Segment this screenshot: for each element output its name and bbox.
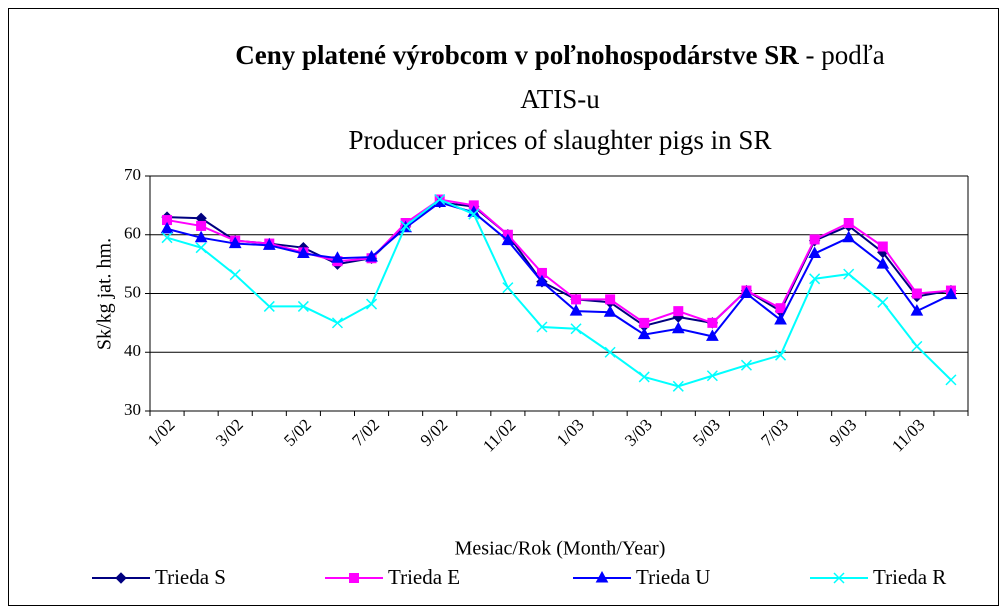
point-marker (536, 321, 548, 333)
point-marker (775, 349, 787, 361)
point-marker (603, 305, 617, 317)
point-marker (196, 220, 207, 231)
title-suffix: - podľa (806, 40, 885, 70)
point-marker (501, 233, 515, 246)
point-marker (638, 371, 650, 383)
point-marker (876, 257, 890, 269)
point-marker (706, 329, 719, 341)
point-marker (775, 303, 786, 314)
legend-label: Trieda R (873, 565, 946, 589)
point-marker (637, 327, 651, 340)
point-marker (604, 346, 616, 358)
y-tick-label: 30 (124, 400, 141, 419)
y-tick-label: 50 (124, 282, 141, 301)
point-marker (808, 246, 821, 259)
point-marker (366, 298, 378, 310)
series-line (167, 201, 952, 327)
point-marker (945, 374, 957, 386)
point-marker (195, 242, 207, 254)
point-marker (707, 317, 718, 328)
title-line2: ATIS-u (520, 84, 600, 114)
legend-label: Trieda U (636, 565, 710, 589)
point-marker (911, 288, 922, 299)
point-marker (535, 274, 549, 287)
legend-marker (115, 572, 127, 584)
title-main: Ceny platené výrobcom v poľnohospodárstv… (235, 40, 799, 70)
legend-marker (833, 572, 845, 584)
point-marker (160, 221, 174, 234)
point-marker (774, 312, 787, 325)
point-marker (809, 273, 821, 285)
series-line (166, 198, 952, 388)
point-marker (297, 246, 310, 259)
legend-label: Trieda E (388, 565, 460, 589)
point-marker (502, 282, 514, 294)
chart-subtitle: Producer prices of slaughter pigs in SR (349, 125, 772, 155)
point-marker (671, 321, 685, 334)
point-marker (706, 370, 718, 382)
point-marker (194, 230, 208, 243)
point-marker (639, 317, 650, 328)
point-marker (229, 269, 241, 281)
point-marker (809, 234, 820, 245)
point-marker (673, 306, 684, 317)
point-marker (672, 380, 684, 392)
point-marker (843, 268, 855, 280)
point-marker (944, 287, 958, 300)
point-marker (843, 218, 854, 228)
point-marker (262, 238, 276, 250)
point-marker (911, 340, 923, 352)
y-tick-label: 60 (124, 224, 141, 243)
point-marker (569, 304, 583, 316)
point-marker (161, 232, 173, 244)
y-axis-title: Sk/kg jat. hm. (94, 238, 116, 350)
point-marker (400, 220, 412, 232)
legend-marker (595, 570, 609, 583)
series-line (166, 201, 952, 338)
point-marker (842, 230, 856, 243)
point-marker (877, 296, 889, 308)
point-marker (434, 193, 446, 206)
point-marker (570, 323, 582, 335)
point-marker (228, 236, 242, 249)
chart-title: Ceny platené výrobcom v poľnohospodárstv… (235, 40, 884, 70)
y-tick-label: 70 (124, 165, 141, 184)
point-marker (263, 300, 275, 312)
series-line (166, 198, 952, 325)
legend-marker (349, 573, 359, 583)
point-marker (468, 208, 480, 220)
point-marker (740, 286, 753, 298)
x-axis-title: Mesiac/Rok (Month/Year) (455, 538, 666, 560)
point-marker (331, 317, 343, 329)
point-marker (740, 359, 752, 371)
y-tick-label: 40 (124, 341, 141, 360)
point-marker (571, 294, 582, 305)
point-marker (910, 304, 924, 316)
point-marker (605, 294, 616, 305)
point-marker (877, 241, 888, 252)
point-marker (331, 251, 344, 263)
point-marker (297, 300, 309, 312)
legend-label: Trieda S (155, 565, 226, 589)
point-marker (365, 250, 378, 262)
